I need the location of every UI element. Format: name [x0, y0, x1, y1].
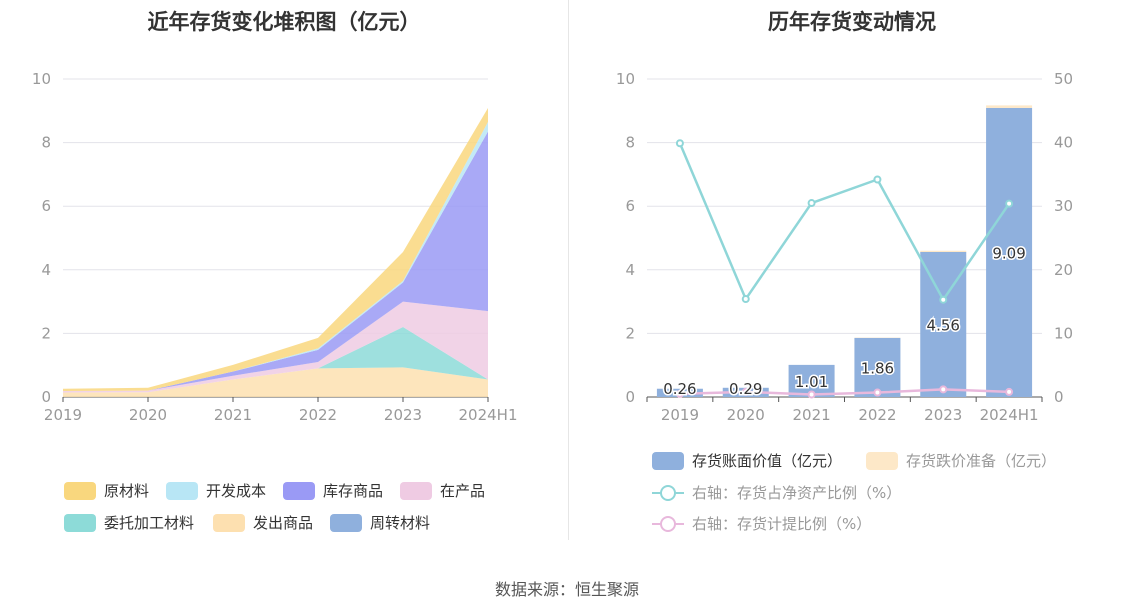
- legend-label: 库存商品: [323, 482, 384, 500]
- legend-label: 周转材料: [370, 514, 431, 532]
- legend-swatch: [866, 451, 898, 470]
- bar-data-label: 4.56: [927, 316, 960, 334]
- line-point: [675, 389, 684, 398]
- line-series-0: [678, 142, 1011, 303]
- legend-label: 开发成本: [206, 482, 267, 500]
- legend-swatch: [652, 515, 684, 533]
- left-chart-title: 近年存货变化堆积图（亿元）: [147, 10, 421, 34]
- bar-book-value: [854, 337, 901, 397]
- y-tick-label: 10: [32, 70, 51, 88]
- line-point: [807, 390, 816, 399]
- y-tick-label: 8: [41, 134, 51, 152]
- y-tick-label: 0: [41, 388, 51, 406]
- y-tick-label: 8: [625, 134, 635, 152]
- legend-item[interactable]: 右轴：存货计提比例（%）: [652, 513, 871, 534]
- legend-swatch: [652, 451, 684, 470]
- right-chart-title: 历年存货变动情况: [768, 10, 936, 34]
- legend-swatch: [400, 481, 432, 500]
- x-tick-label: 2024H1: [459, 406, 518, 424]
- legend-label: 原材料: [104, 482, 150, 500]
- legend-item[interactable]: 原材料: [64, 480, 149, 501]
- x-tick-label: 2022: [299, 406, 337, 424]
- data-source: 数据来源：恒生聚源: [494, 580, 639, 599]
- line-point: [1005, 387, 1014, 396]
- line-point: [939, 385, 948, 394]
- y2-tick-label: 20: [1054, 261, 1073, 279]
- line-point: [741, 295, 750, 304]
- line-point: [873, 175, 882, 184]
- bar-data-label: 1.86: [861, 359, 894, 377]
- legend-item[interactable]: 存货跌价准备（亿元）: [866, 450, 1056, 471]
- y-tick-label: 4: [625, 261, 635, 279]
- legend-swatch: [330, 513, 362, 532]
- legend-swatch: [64, 513, 96, 532]
- bar-data-label: 1.01: [795, 373, 828, 391]
- y2-tick-label: 0: [1054, 388, 1064, 406]
- y2-tick-label: 50: [1054, 70, 1073, 88]
- bar-provision: [920, 250, 967, 252]
- legend-swatch: [652, 484, 684, 502]
- x-tick-label: 2023: [384, 406, 422, 424]
- legend-label: 右轴：存货计提比例（%）: [692, 515, 872, 533]
- right-chart-panel: 历年存货变动情况 0 2 4 6 8 10 0 10 20 30 40 50 2019 2020 2021 2…: [570, 0, 1134, 545]
- legend-swatch: [283, 481, 315, 500]
- x-tick-label: 2022: [858, 406, 896, 424]
- legend-item[interactable]: 发出商品: [213, 512, 313, 533]
- area-series-3: [63, 301, 488, 393]
- legend-label: 委托加工材料: [104, 514, 195, 532]
- y2-tick-label: 30: [1054, 197, 1073, 215]
- x-tick-label: 2024H1: [980, 406, 1039, 424]
- legend-swatch: [166, 481, 198, 500]
- x-tick-label: 2020: [129, 406, 167, 424]
- x-tick-label: 2020: [727, 406, 765, 424]
- line-point: [675, 139, 684, 148]
- y-tick-label: 10: [616, 70, 635, 88]
- line-point: [1005, 199, 1014, 208]
- x-tick-label: 2021: [214, 406, 252, 424]
- left-chart-panel: 近年存货变化堆积图（亿元） 0 2 4 6 8 10 2019 2020 2021 2022 202…: [0, 0, 568, 545]
- bar-data-label: 0.26: [663, 380, 696, 398]
- x-tick-label: 2023: [924, 406, 962, 424]
- bar-data-label: 9.09: [992, 244, 1025, 262]
- y-tick-label: 6: [41, 197, 51, 215]
- y-tick-label: 2: [41, 324, 51, 342]
- line-point: [741, 387, 750, 396]
- legend-label: 存货跌价准备（亿元）: [906, 452, 1057, 470]
- area-series-2: [63, 327, 488, 393]
- legend-item[interactable]: 委托加工材料: [64, 512, 194, 533]
- line-point: [807, 199, 816, 208]
- x-tick-label: 2019: [44, 406, 82, 424]
- area-series-1: [63, 367, 488, 397]
- legend-item[interactable]: 周转材料: [330, 512, 430, 533]
- legend-item[interactable]: 右轴：存货占净资产比例（%）: [652, 482, 901, 503]
- bar-provision: [986, 105, 1033, 108]
- legend-label: 在产品: [440, 482, 486, 500]
- x-tick-label: 2019: [661, 406, 699, 424]
- y-tick-label: 4: [41, 261, 51, 279]
- legend-label: 发出商品: [253, 514, 314, 532]
- y-tick-label: 0: [625, 388, 635, 406]
- line-series-1: [679, 388, 1010, 396]
- bar-line-chart: 0 2 4 6 8 10 0 10 20 30 40 50 2019 2020 2021 2022 2023 20…: [616, 70, 1073, 424]
- y-tick-label: 2: [625, 324, 635, 342]
- y2-tick-label: 10: [1054, 324, 1073, 342]
- line-point: [939, 295, 948, 304]
- legend-swatch: [213, 513, 245, 532]
- y2-tick-label: 40: [1054, 134, 1073, 152]
- panel-divider: [568, 0, 569, 540]
- bar-data-label: 0.29: [729, 380, 762, 398]
- legend-item[interactable]: 开发成本: [166, 480, 266, 501]
- bar-book-value: [986, 107, 1033, 398]
- y-tick-label: 6: [625, 197, 635, 215]
- legend-label: 存货账面价值（亿元）: [692, 452, 843, 470]
- legend-swatch: [64, 481, 96, 500]
- legend-item[interactable]: 在产品: [400, 480, 485, 501]
- legend-item[interactable]: 存货账面价值（亿元）: [652, 450, 842, 471]
- legend-label: 右轴：存货占净资产比例（%）: [692, 484, 902, 502]
- stacked-area-chart: 0 2 4 6 8 10 2019 2020 2021 2022 2023 2024H1: [32, 70, 518, 424]
- legend-item[interactable]: 库存商品: [283, 480, 383, 501]
- line-point: [873, 388, 882, 397]
- x-tick-label: 2021: [792, 406, 830, 424]
